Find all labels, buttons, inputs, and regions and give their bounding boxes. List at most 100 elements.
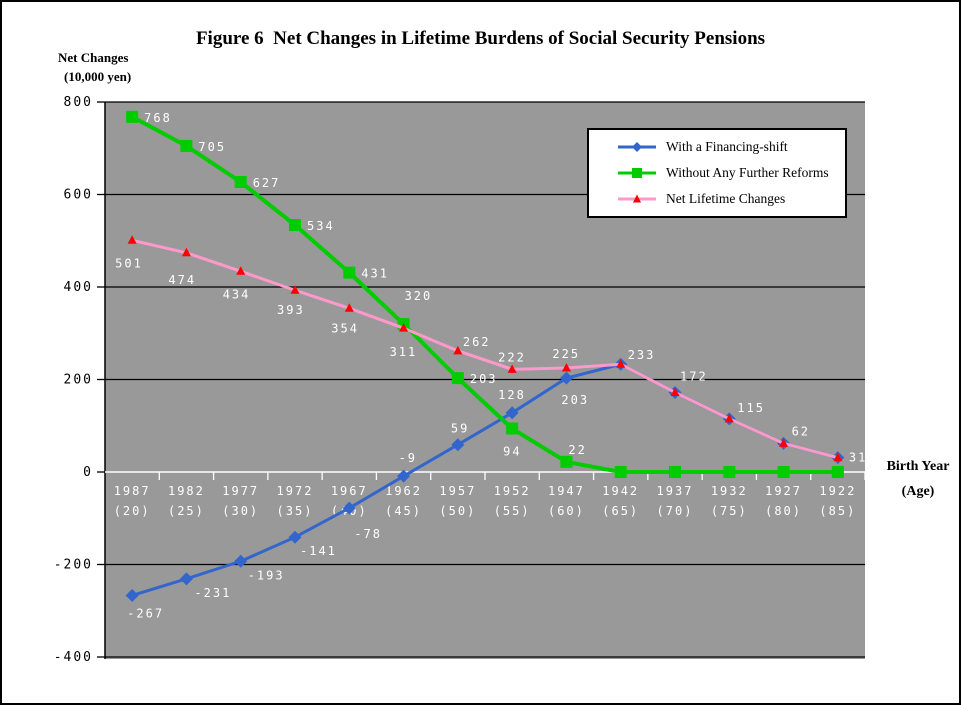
diamond-marker [397, 469, 411, 483]
y-axis-title: Net Changes (10,000 yen) [58, 48, 131, 86]
triangle-marker [127, 235, 137, 244]
square-marker [777, 466, 790, 478]
data-label: 434 [223, 287, 251, 301]
data-label: -231 [194, 586, 231, 600]
triangle-marker [561, 362, 571, 372]
triangle-marker [290, 285, 300, 294]
legend-label: Net Lifetime Changes [666, 191, 786, 206]
y-tick-label: 200 [64, 373, 93, 388]
x-tick-label-year: 1927 [765, 484, 802, 498]
data-label: 203 [561, 393, 589, 407]
triangle-marker [344, 303, 354, 312]
square-marker [343, 266, 356, 279]
data-label: 128 [498, 388, 526, 402]
x-tick-label-year: 1947 [548, 484, 585, 498]
legend-item-no-reforms: Without Any Further Reforms [617, 165, 845, 181]
x-tick-label-year: 1957 [439, 484, 476, 498]
triangle-marker [181, 247, 191, 257]
square-marker [669, 466, 681, 478]
data-label: -78 [354, 527, 382, 541]
x-tick-label-age: (55) [494, 504, 531, 518]
triangle-marker [507, 364, 517, 373]
data-label: -9 [399, 451, 417, 465]
data-label: 262 [463, 335, 491, 349]
x-tick-label-age: (75) [711, 504, 748, 518]
data-label: 172 [680, 369, 708, 383]
triangle-marker [399, 323, 409, 332]
x-tick-label-year: 1962 [385, 484, 422, 498]
square-marker [723, 466, 736, 478]
x-tick-label-age: (70) [657, 504, 694, 518]
x-tick-label-year: 1922 [819, 484, 856, 498]
square-marker [289, 219, 301, 232]
data-label: 320 [405, 289, 433, 303]
y-tick-label: -200 [54, 558, 93, 573]
y-axis-title-line1: Net Changes [58, 50, 129, 65]
triangle-marker [616, 359, 626, 368]
data-label: 768 [144, 111, 172, 125]
x-tick-label-age: (30) [222, 504, 259, 518]
diamond-marker [559, 371, 573, 385]
data-label: 203 [470, 372, 498, 386]
data-label: 115 [737, 401, 765, 415]
square-marker [180, 139, 193, 152]
diamond-marker [179, 572, 193, 586]
triangle-marker [724, 413, 734, 423]
series-line-2 [131, 238, 839, 460]
x-tick-label-year: 1967 [331, 484, 368, 498]
diamond-marker [288, 530, 302, 544]
x-tick-label-year: 1937 [657, 484, 694, 498]
diamond-marker [505, 406, 519, 420]
y-axis-title-line2: (10,000 yen) [64, 69, 132, 84]
diamond-marker [342, 501, 356, 515]
data-label: 225 [552, 347, 580, 361]
x-tick-label-age: (65) [602, 504, 639, 518]
data-label: 22 [568, 443, 586, 457]
x-tick-label-age: (35) [277, 504, 314, 518]
diamond-marker [234, 554, 248, 568]
legend-label: With a Financing-shift [666, 139, 788, 154]
data-label: 431 [361, 267, 389, 281]
x-tick-label-year: 1932 [711, 484, 748, 498]
data-label: 534 [307, 219, 335, 233]
triangle-marker [833, 452, 843, 462]
y-tick-label: -400 [54, 650, 93, 665]
x-tick-label-year: 1987 [114, 484, 151, 498]
data-label: -193 [248, 568, 285, 582]
y-tick-label: 0 [83, 465, 93, 480]
triangle-marker [670, 387, 680, 396]
no-reforms-line-icon [618, 168, 656, 178]
x-tick-label-age: (60) [548, 504, 585, 518]
x-tick-label-age: (50) [439, 504, 476, 518]
square-marker [506, 422, 519, 435]
x-tick-label-year: 1977 [222, 484, 259, 498]
data-label: 233 [628, 348, 656, 362]
data-label: 354 [331, 321, 359, 335]
financing-shift-line-icon [618, 142, 656, 152]
square-marker [234, 176, 247, 189]
series-line-1 [131, 115, 838, 474]
diamond-marker [451, 438, 465, 452]
triangle-marker [453, 345, 463, 355]
x-tick-label-age: (25) [168, 504, 205, 518]
triangle-marker [236, 266, 246, 275]
square-marker [126, 110, 139, 123]
data-label: 501 [115, 256, 143, 270]
data-label: -267 [127, 606, 164, 620]
square-marker [451, 372, 464, 385]
data-label: 59 [451, 422, 469, 436]
x-tick-label-year: 1952 [494, 484, 531, 498]
chart-title: Figure 6 Net Changes in Lifetime Burdens… [195, 28, 766, 49]
legend-item-financing-shift: With a Financing-shift [617, 139, 845, 155]
x-tick-label-age: (85) [819, 504, 856, 518]
square-marker [614, 466, 627, 478]
x-axis-title-line2: (Age) [901, 484, 935, 499]
data-label: 62 [792, 424, 810, 438]
y-tick-label: 600 [64, 188, 93, 203]
legend: With a Financing-shift Without Any Furth… [587, 128, 847, 218]
x-tick-label-year: 1942 [602, 484, 639, 498]
data-label: 94 [503, 445, 521, 459]
data-label: 393 [277, 303, 305, 317]
x-axis-title-line1: Birth Year [886, 459, 950, 474]
